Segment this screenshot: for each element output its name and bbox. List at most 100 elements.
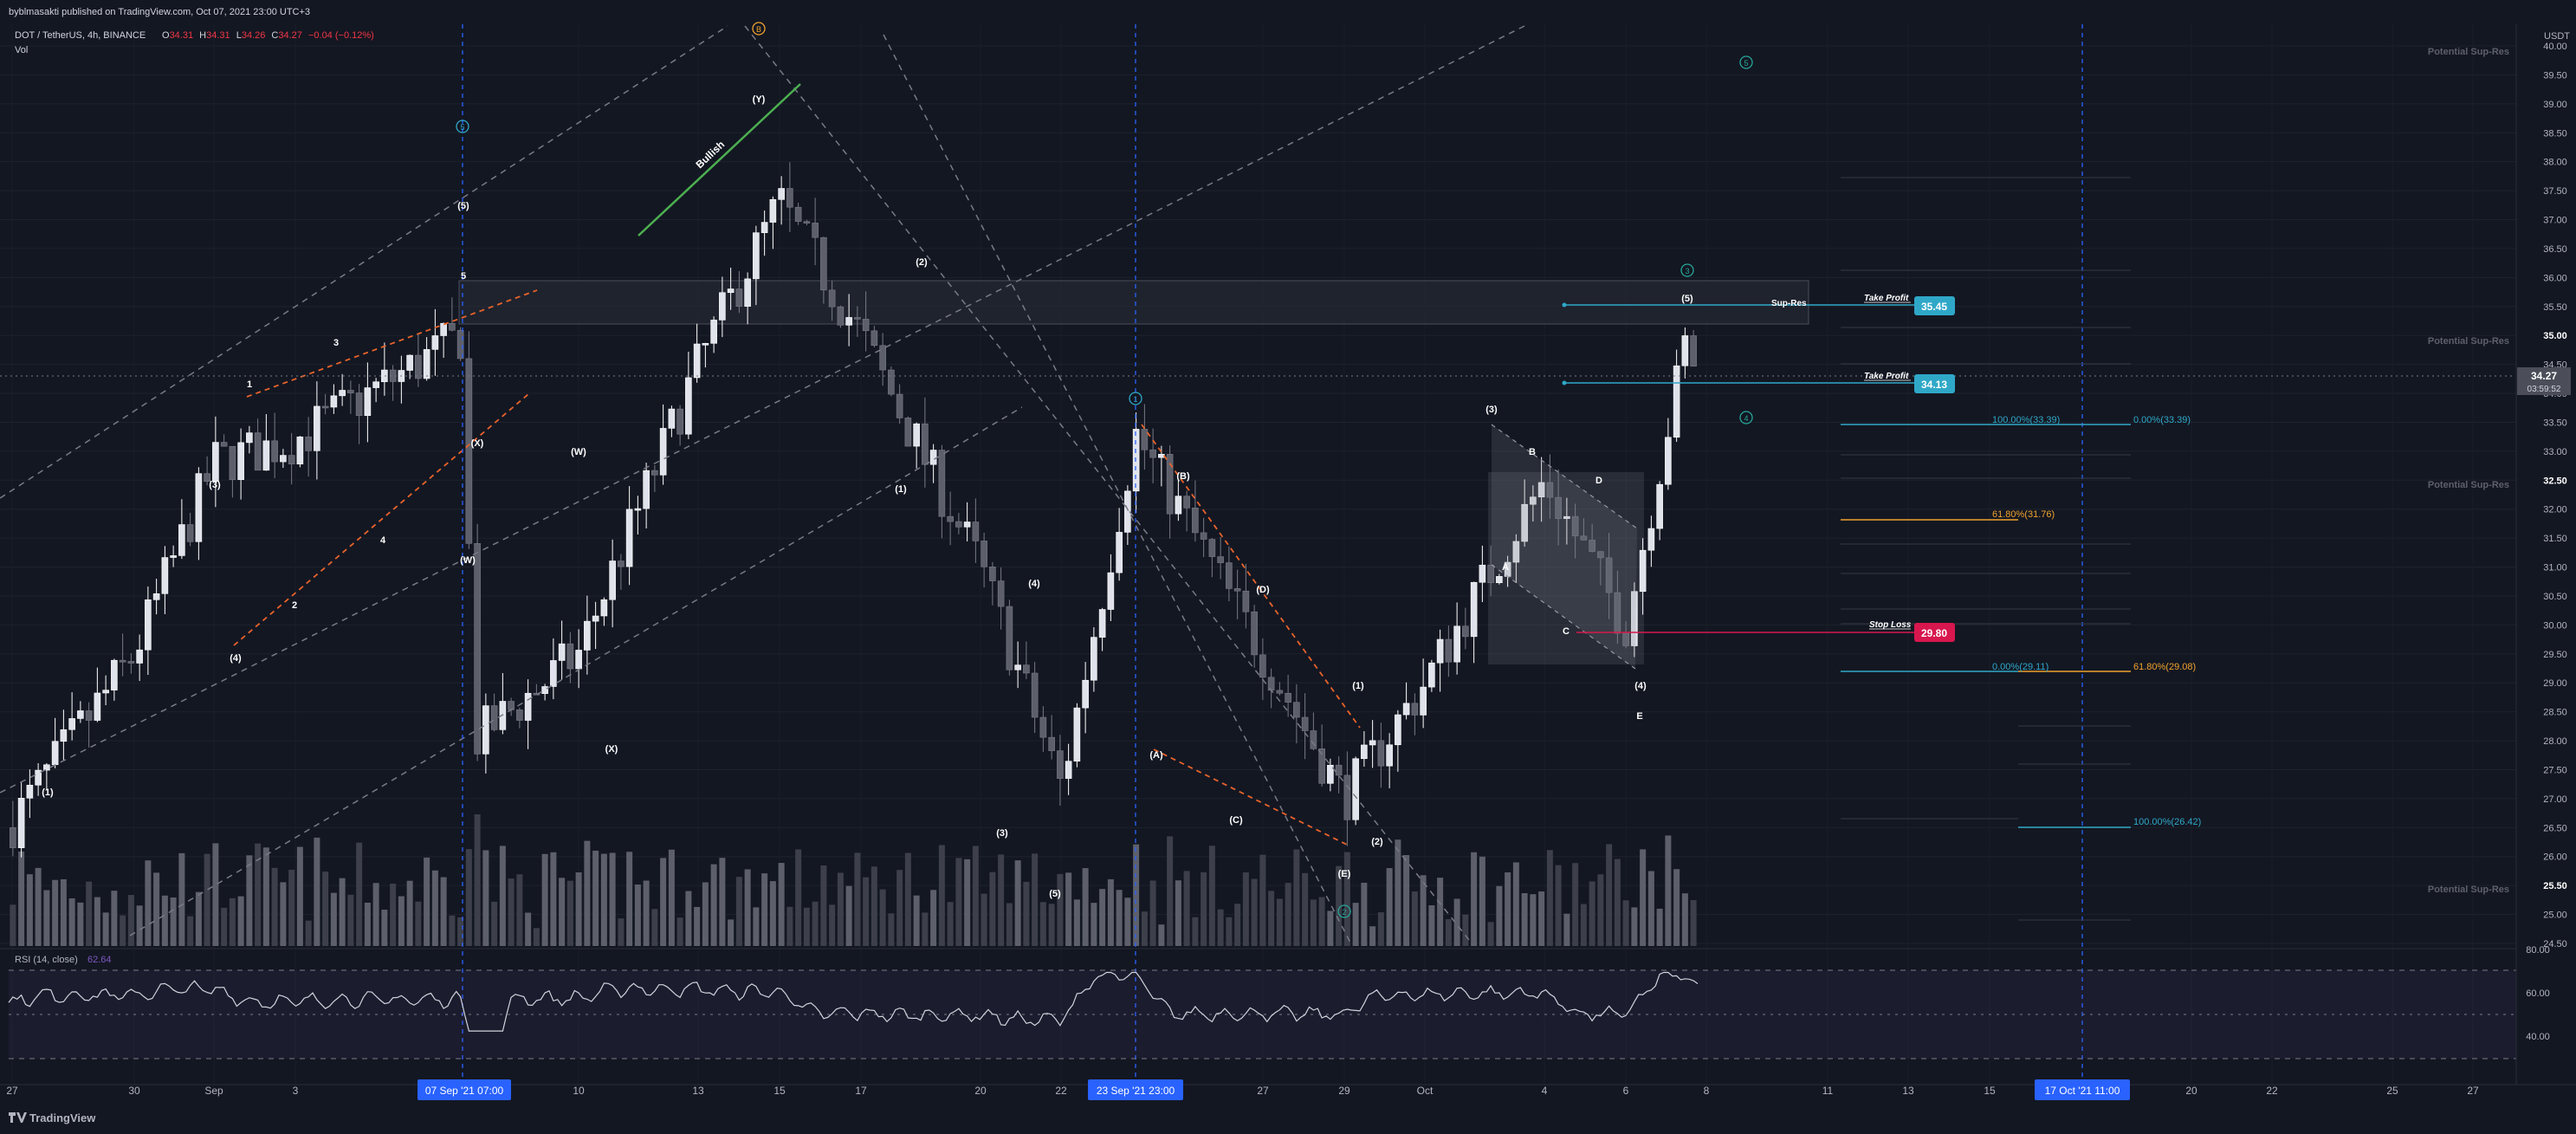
wave-label: 5	[461, 271, 466, 282]
tradingview-logo[interactable]: TradingView	[9, 1111, 96, 1124]
candle-body	[440, 322, 447, 336]
symbol-line[interactable]: DOT / TetherUS, 4h, BINANCE	[15, 30, 146, 41]
channel-line-lower[interactable]	[129, 406, 1023, 936]
volume-bar	[1175, 880, 1181, 946]
candle-body	[1555, 496, 1562, 519]
wave-label: (1)	[1352, 681, 1364, 691]
bullish-trend-line[interactable]	[638, 83, 801, 237]
volume-bar	[305, 920, 312, 946]
volume-bar	[1555, 865, 1562, 946]
candle-body	[1039, 716, 1047, 738]
time-tick: 27	[1257, 1085, 1269, 1097]
candle-body	[879, 345, 886, 371]
candle-body	[845, 317, 852, 326]
price-tick: 29.50	[2543, 650, 2567, 660]
candle-body	[1175, 496, 1182, 515]
resistance-zone[interactable]	[458, 280, 1809, 325]
downtrend-line-2[interactable]	[883, 34, 1352, 945]
volume-bar	[660, 858, 667, 946]
candle-body	[803, 221, 811, 224]
take-profit-2-badge[interactable]	[1914, 374, 1955, 393]
last-price-tag[interactable]: 34.27 03:59:52	[2517, 367, 2571, 395]
price-axis[interactable]: USDT 40.00 39.50 39.00 38.50 38.00 37.50 37.00…	[2515, 24, 2570, 1085]
candle-body	[558, 643, 566, 661]
price-tick: 37.00	[2543, 216, 2567, 226]
volume-bar	[1656, 908, 1663, 946]
trade-lines[interactable]	[0, 302, 2512, 633]
volume-bar	[372, 883, 379, 946]
volume-bar	[161, 895, 168, 946]
currency-label: USDT	[2544, 31, 2570, 42]
falling-channel-bottom	[1491, 564, 1636, 670]
volume-bar	[406, 880, 413, 946]
volume-bar	[947, 902, 954, 946]
fib-levels[interactable]: 100.00%(33.39) 0.00%(33.39) 61.80%(31.76…	[1841, 177, 2201, 921]
candle-body	[1352, 758, 1359, 820]
tp1-anchor[interactable]	[1562, 302, 1567, 308]
time-axis[interactable]: 07 Sep '21 07:00 23 Sep '21 23:00 17 Oct…	[0, 1079, 2576, 1100]
volume-bar	[609, 852, 616, 946]
take-profit-1-label: Take Profit	[1864, 294, 1909, 303]
candle-body	[508, 701, 515, 710]
volume-bar	[1014, 860, 1021, 946]
tp2-anchor[interactable]	[1562, 380, 1567, 386]
time-highlight-17-oct[interactable]	[2035, 1079, 2130, 1100]
volume-bar	[136, 905, 143, 946]
candle-body	[178, 524, 185, 556]
wave-label: (4)	[1028, 579, 1040, 589]
candle-body	[1428, 662, 1435, 688]
time-highlight-07-sep[interactable]	[417, 1079, 511, 1100]
wedge-lower-line[interactable]	[233, 393, 529, 646]
stop-loss-badge[interactable]	[1914, 623, 1955, 642]
wave-label: (4)	[230, 653, 242, 664]
price-tick: 38.50	[2543, 128, 2567, 139]
volume-bar	[491, 901, 498, 946]
sup-res-label-2: Potential Sup-Res	[2428, 336, 2509, 347]
time-tick: 27	[6, 1085, 18, 1097]
volume-bar	[449, 915, 456, 946]
volume-bar	[356, 842, 363, 946]
channel-line-middle[interactable]	[0, 25, 1525, 794]
volume-bar	[1107, 878, 1114, 946]
volume-bar	[1386, 868, 1393, 946]
candle-body	[575, 650, 582, 670]
candle-body	[431, 335, 439, 350]
wedge-upper-line[interactable]	[246, 289, 538, 398]
candle-body	[262, 440, 270, 471]
volume-bar	[1487, 922, 1494, 946]
last-price-box[interactable]	[2517, 367, 2571, 395]
time-highlight-23-sep[interactable]	[1088, 1079, 1183, 1100]
candle-body	[456, 329, 464, 360]
volume-bar	[1361, 882, 1368, 946]
volume-bar	[1563, 913, 1570, 946]
volume-bar	[566, 880, 573, 946]
volume-bar	[288, 869, 295, 946]
wave-degree-label: B	[756, 25, 761, 34]
downtrend-line-1[interactable]	[744, 25, 1473, 945]
rsi-axis: 80.00 60.00 40.00	[2526, 945, 2550, 1042]
volume-bar	[43, 890, 50, 946]
wave-label: 2	[292, 600, 297, 611]
drawings[interactable]	[0, 25, 1638, 945]
falling-channel[interactable]	[1492, 424, 1637, 669]
take-profit-1-badge[interactable]	[1914, 296, 1955, 315]
volume-bar	[778, 863, 785, 946]
volume-bar	[1681, 893, 1688, 946]
candle-body	[1445, 638, 1453, 663]
candle-body	[1402, 703, 1410, 716]
candle-body	[778, 188, 785, 200]
wave-label: E	[1636, 711, 1642, 722]
volume-bar	[482, 850, 489, 946]
abc-lower-line[interactable]	[1153, 748, 1348, 846]
trade-labels[interactable]: Take Profit 35.45 Sup-Res Take Profit 34…	[1771, 294, 1955, 642]
volume-bar	[1369, 926, 1376, 946]
candle-body	[204, 473, 210, 482]
rsi-tick-60: 60.00	[2526, 988, 2550, 999]
volume-bar	[1336, 865, 1343, 946]
candle-body	[1395, 714, 1401, 746]
volume-bar	[398, 896, 405, 946]
candle-body	[550, 660, 557, 687]
channel-line-upper[interactable]	[0, 25, 728, 499]
abc-upper-line[interactable]	[1141, 424, 1361, 729]
